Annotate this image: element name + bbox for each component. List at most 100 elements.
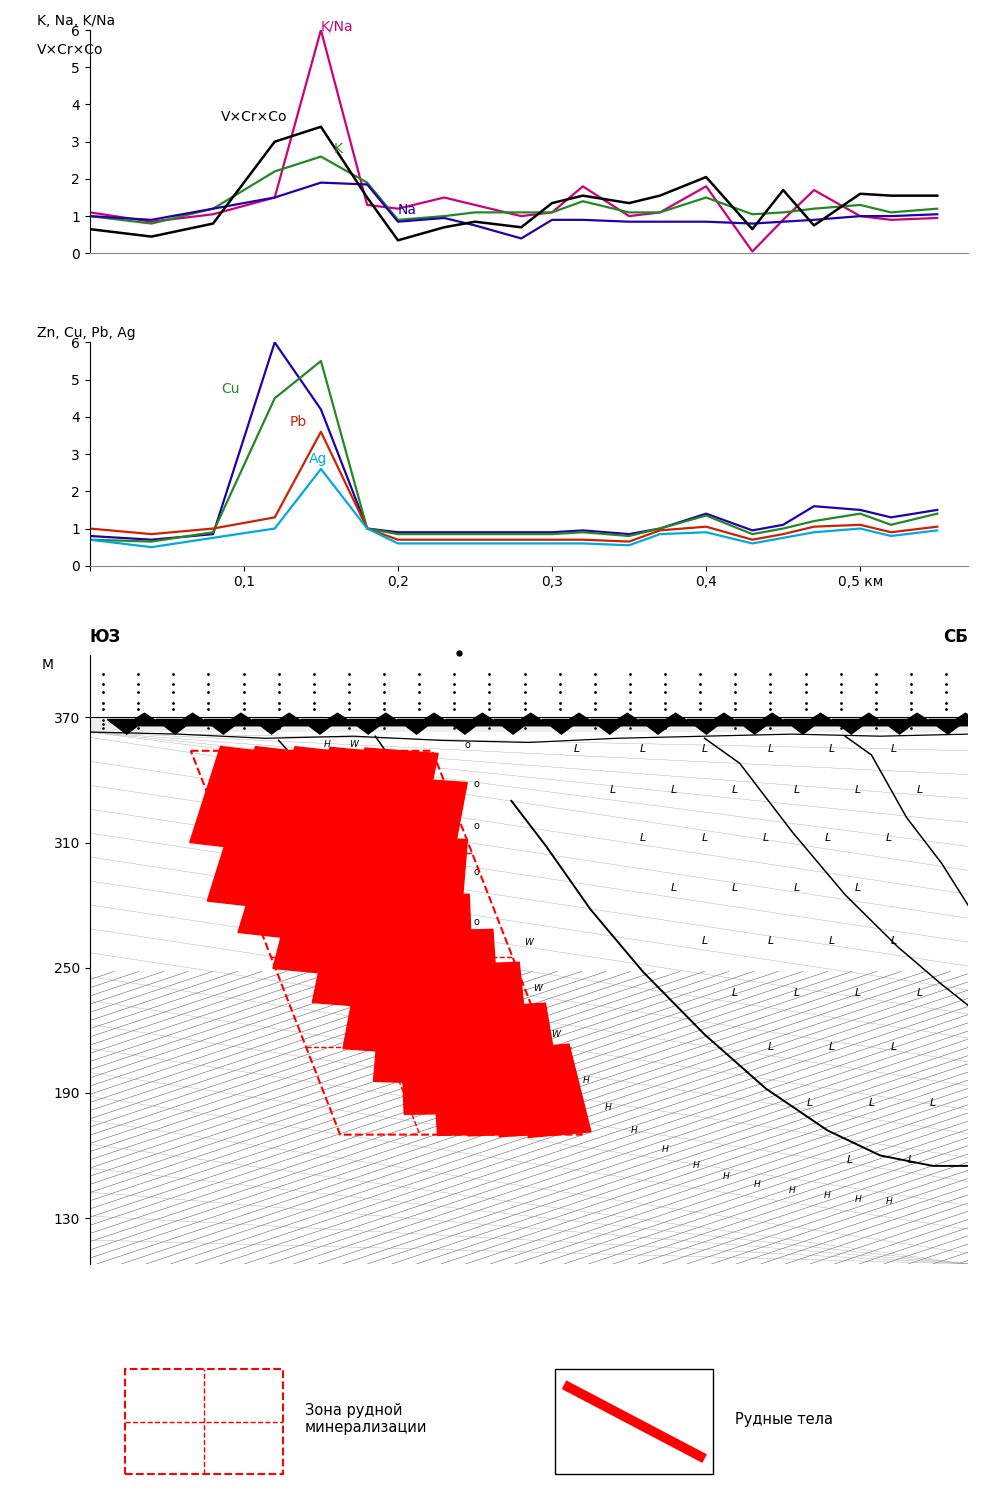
Polygon shape xyxy=(238,747,367,940)
Polygon shape xyxy=(898,712,936,726)
Text: L: L xyxy=(916,988,923,998)
Text: L: L xyxy=(793,884,800,894)
Polygon shape xyxy=(657,712,695,726)
Text: W: W xyxy=(349,740,357,748)
Text: H: H xyxy=(885,1197,892,1206)
Polygon shape xyxy=(506,1044,591,1137)
Text: L: L xyxy=(908,1155,914,1164)
Text: L: L xyxy=(855,786,861,795)
Polygon shape xyxy=(752,712,791,726)
Polygon shape xyxy=(608,712,647,726)
Text: V×Cr×Co: V×Cr×Co xyxy=(37,44,104,57)
Text: Na: Na xyxy=(398,204,417,218)
Bar xyxy=(125,1370,283,1474)
Bar xyxy=(555,1370,714,1474)
Text: M: M xyxy=(42,658,54,672)
Polygon shape xyxy=(204,720,243,734)
Polygon shape xyxy=(542,720,581,734)
Text: L: L xyxy=(767,744,773,753)
Polygon shape xyxy=(156,720,195,734)
Polygon shape xyxy=(705,712,744,726)
Text: L: L xyxy=(890,1042,896,1052)
Text: o: o xyxy=(473,821,479,831)
Text: H: H xyxy=(789,1186,795,1196)
Polygon shape xyxy=(318,712,357,726)
Polygon shape xyxy=(269,712,308,726)
Text: L: L xyxy=(702,936,708,945)
Text: W: W xyxy=(551,1030,560,1039)
Text: L: L xyxy=(767,1042,773,1052)
Polygon shape xyxy=(208,747,328,909)
Text: o: o xyxy=(464,740,470,750)
Polygon shape xyxy=(783,720,822,734)
Polygon shape xyxy=(343,777,467,1053)
Text: L: L xyxy=(793,988,800,998)
Polygon shape xyxy=(736,720,774,734)
Text: H: H xyxy=(605,1102,612,1112)
Text: L: L xyxy=(767,936,773,945)
Text: L: L xyxy=(671,884,677,894)
Polygon shape xyxy=(312,748,438,1008)
Text: L: L xyxy=(640,744,647,753)
Text: L: L xyxy=(733,884,739,894)
Text: СБ: СБ xyxy=(943,627,968,645)
Text: H: H xyxy=(662,1144,669,1154)
Polygon shape xyxy=(174,712,212,726)
Text: W: W xyxy=(428,968,437,976)
Text: L: L xyxy=(702,834,708,843)
Text: H: H xyxy=(824,1191,831,1200)
Text: Зона рудной
минерализации: Зона рудной минерализации xyxy=(305,1402,427,1435)
Text: H: H xyxy=(565,1047,572,1056)
Text: o: o xyxy=(473,968,479,976)
Polygon shape xyxy=(222,712,260,726)
Text: L: L xyxy=(855,988,861,998)
Polygon shape xyxy=(946,712,985,726)
Polygon shape xyxy=(591,720,629,734)
Text: o: o xyxy=(473,916,479,927)
Text: L: L xyxy=(733,786,739,795)
Text: L: L xyxy=(824,834,830,843)
Polygon shape xyxy=(424,930,506,1136)
Polygon shape xyxy=(366,712,405,726)
Text: H: H xyxy=(753,1180,760,1190)
Text: H: H xyxy=(724,1172,730,1180)
Polygon shape xyxy=(190,747,292,850)
Text: L: L xyxy=(890,936,896,945)
Text: W: W xyxy=(525,938,533,946)
Polygon shape xyxy=(125,712,164,726)
Polygon shape xyxy=(477,1004,568,1137)
Text: Pb: Pb xyxy=(290,416,307,429)
Text: L: L xyxy=(640,834,647,843)
Text: W: W xyxy=(393,862,401,871)
Text: L: L xyxy=(828,1042,835,1052)
Text: L: L xyxy=(574,744,581,753)
Text: H: H xyxy=(855,1196,861,1204)
Polygon shape xyxy=(272,747,403,975)
Text: H: H xyxy=(332,771,339,780)
Text: L: L xyxy=(930,1098,936,1108)
Text: H: H xyxy=(693,1161,700,1170)
Text: K/Na: K/Na xyxy=(321,20,353,33)
Text: L: L xyxy=(886,834,892,843)
Text: Рудные тела: Рудные тела xyxy=(736,1412,833,1426)
Text: o: o xyxy=(473,1022,479,1031)
Polygon shape xyxy=(801,712,840,726)
Polygon shape xyxy=(928,720,967,734)
Text: L: L xyxy=(828,744,835,753)
Polygon shape xyxy=(849,712,888,726)
Text: L: L xyxy=(855,884,861,894)
Text: Cu: Cu xyxy=(221,381,240,396)
Polygon shape xyxy=(687,720,726,734)
Text: H: H xyxy=(583,1076,590,1084)
Text: L: L xyxy=(702,744,708,753)
Polygon shape xyxy=(832,720,870,734)
Text: K, Na, K/Na: K, Na, K/Na xyxy=(37,13,115,28)
Polygon shape xyxy=(397,720,436,734)
Polygon shape xyxy=(560,712,599,726)
Text: W: W xyxy=(533,984,542,993)
Text: L: L xyxy=(868,1098,874,1108)
Text: H: H xyxy=(323,740,330,748)
Bar xyxy=(90,666,968,717)
Polygon shape xyxy=(415,712,453,726)
Polygon shape xyxy=(639,720,678,734)
